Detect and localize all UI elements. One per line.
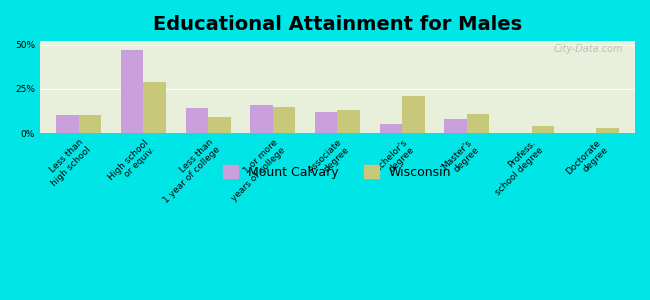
Title: Educational Attainment for Males: Educational Attainment for Males bbox=[153, 15, 522, 34]
Bar bbox=[79, 116, 101, 133]
Bar bbox=[380, 124, 402, 133]
Bar bbox=[250, 105, 273, 133]
Bar bbox=[467, 114, 489, 133]
Bar bbox=[337, 110, 360, 133]
Bar bbox=[273, 106, 296, 133]
Bar bbox=[315, 112, 337, 133]
Bar bbox=[144, 82, 166, 133]
Bar bbox=[121, 50, 144, 133]
Text: City-Data.com: City-Data.com bbox=[553, 44, 623, 54]
Bar bbox=[56, 116, 79, 133]
Bar bbox=[532, 126, 554, 133]
Legend: Mount Calvary, Wisconsin: Mount Calvary, Wisconsin bbox=[218, 160, 456, 184]
Bar bbox=[402, 96, 425, 133]
Bar bbox=[185, 108, 208, 133]
Bar bbox=[208, 117, 231, 133]
Bar bbox=[444, 119, 467, 133]
Bar bbox=[596, 128, 619, 133]
